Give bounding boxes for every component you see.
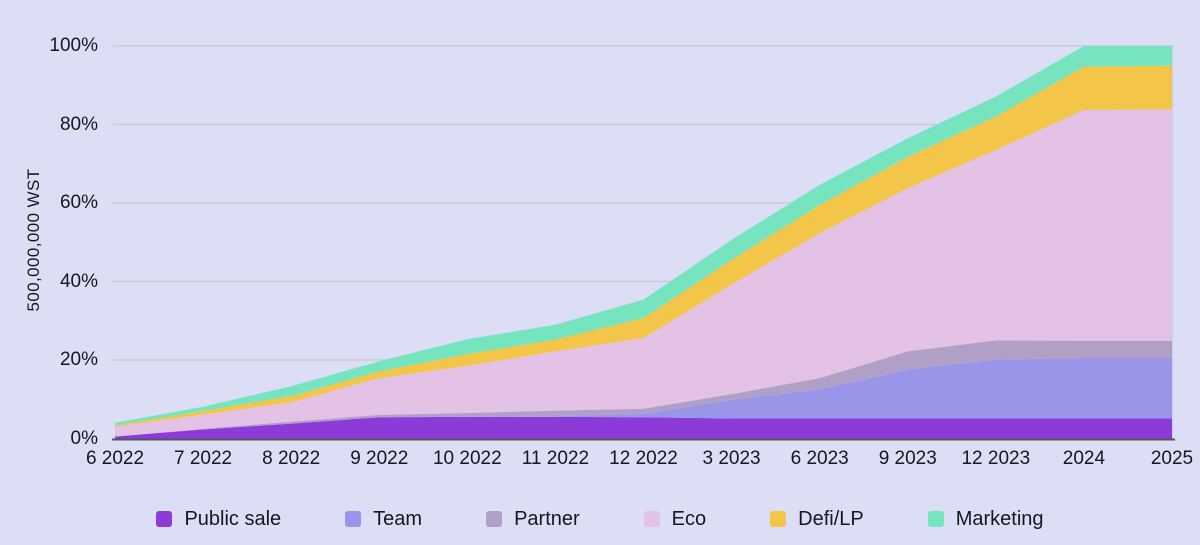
legend-swatch-public-sale [156,511,173,527]
legend-item-marketing[interactable]: Marketing [927,506,1044,532]
area-defi-lp [115,65,1172,427]
x-tick-label-6-2023: 6 2023 [790,448,849,469]
legend-item-public-sale[interactable]: Public sale [156,506,281,532]
legend-label-team: Team [373,508,423,530]
legend-swatch-eco [643,511,660,527]
legend-item-defi-lp[interactable]: Defi/LP [770,506,864,532]
legend-swatch-partner [486,511,503,527]
area-partner [115,340,1172,437]
x-tick-label-8-2022: 8 2022 [262,448,321,469]
legend-swatch-defi-lp [770,511,787,527]
legend-label-defi-lp: Defi/LP [798,508,864,530]
legend-item-team[interactable]: Team [345,506,422,532]
y-tick-label-20: 20% [59,349,98,370]
chart-legend: Public sale Team Partner Eco Defi/LP Marketin… [0,506,1200,532]
legend-swatch-marketing [927,511,944,527]
legend-label-marketing: Marketing [955,508,1044,530]
x-tick-label-3-2023: 3 2023 [702,448,761,469]
legend-item-eco[interactable]: Eco [643,506,707,532]
y-tick-label-0: 0% [70,427,98,449]
legend-swatch-team [345,511,362,527]
x-tick-label-6-2022: 6 2022 [85,448,145,469]
legend-label-public-sale: Public sale [184,508,282,530]
x-tick-label-9-2022: 9 2022 [350,448,409,469]
area-public-sale [115,416,1172,439]
y-tick-label-60: 60% [59,192,98,213]
x-tick-label-7-2022: 7 2022 [174,448,233,469]
legend-item-partner[interactable]: Partner [486,506,580,532]
area-marketing [115,46,1172,426]
area-team [115,358,1172,437]
legend-label-partner: Partner [514,508,580,530]
x-tick-label-2025: 2025 [1150,448,1194,469]
x-tick-label-9-2023: 9 2023 [878,448,937,469]
area-eco [115,109,1172,437]
x-tick-label-11-2022: 11 2022 [521,448,590,469]
x-tick-label-2024: 2024 [1062,448,1106,469]
x-tick-label-12-2023: 12 2023 [961,448,1031,469]
y-tick-label-80: 80% [59,113,98,135]
x-tick-label-12-2022: 12 2022 [609,448,678,469]
x-tick-label-10-2022: 10 2022 [432,448,502,469]
legend-label-eco: Eco [671,508,707,530]
y-tick-label-40: 40% [59,270,98,292]
y-tick-label-100: 100% [49,35,98,56]
